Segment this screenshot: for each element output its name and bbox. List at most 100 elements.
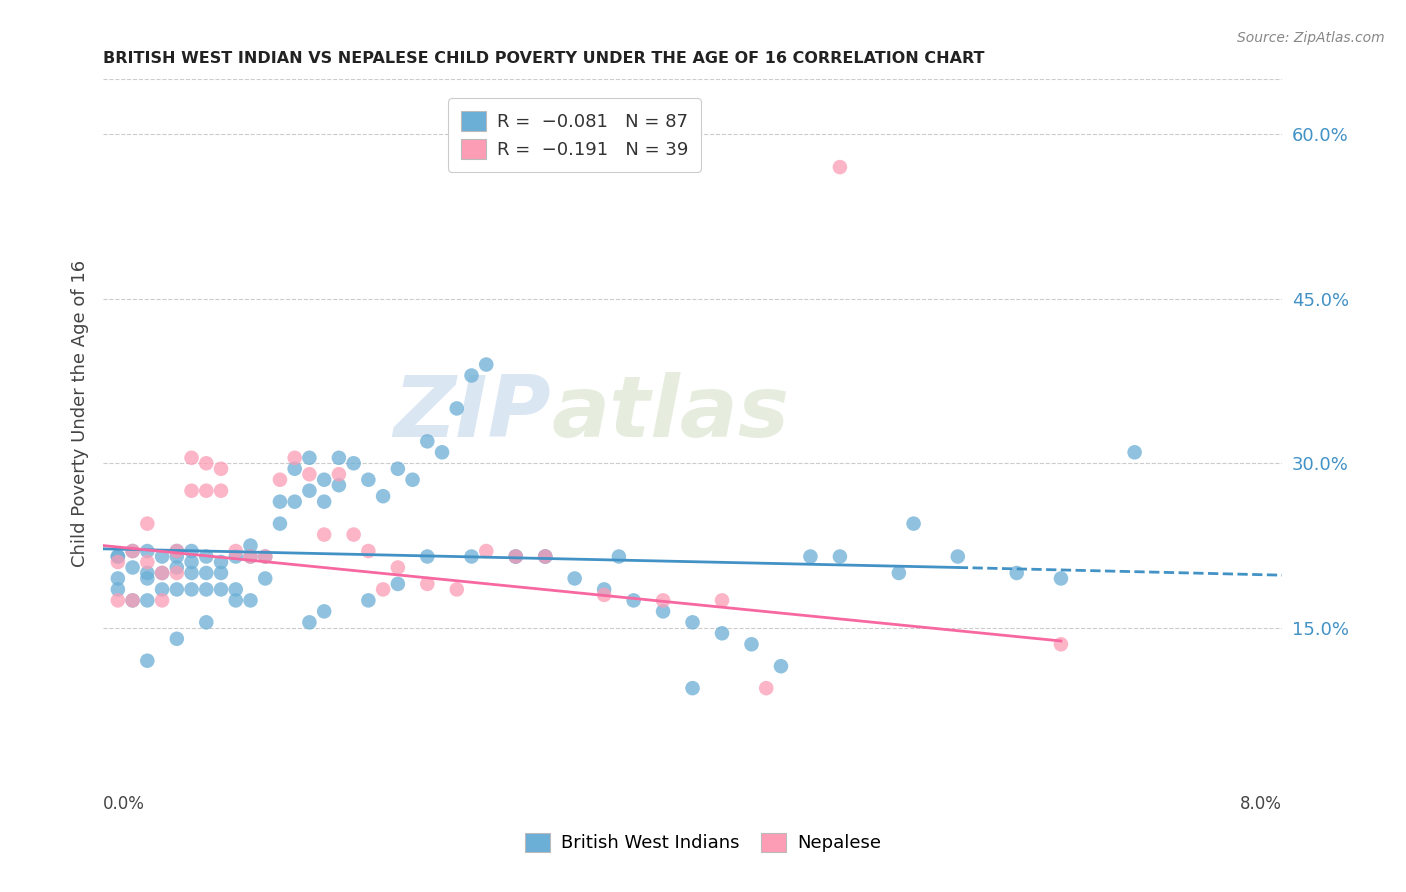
Point [298,615,321,630]
Point [534,549,557,564]
Point [1050,571,1073,585]
Point [416,577,439,591]
Point [1005,566,1028,580]
Point [269,494,291,508]
Point [209,555,232,569]
Point [225,582,247,597]
Point [887,566,910,580]
Point [828,160,851,174]
Point [180,544,202,558]
Point [136,571,159,585]
Point [534,549,557,564]
Point [107,571,129,585]
Point [239,549,262,564]
Point [284,494,307,508]
Point [180,450,202,465]
Point [136,566,159,580]
Point [314,527,336,541]
Point [371,489,394,503]
Point [180,582,202,597]
Point [121,544,143,558]
Point [107,593,129,607]
Point [328,450,350,465]
Point [166,566,188,580]
Point [343,456,366,470]
Point [607,549,630,564]
Point [107,555,129,569]
Point [225,593,247,607]
Point [652,604,675,618]
Text: atlas: atlas [551,373,789,456]
Point [166,544,188,558]
Point [416,549,439,564]
Point [357,593,380,607]
Point [166,544,188,558]
Point [387,560,409,574]
Point [166,560,188,574]
Point [150,549,173,564]
Text: ZIP: ZIP [394,373,551,456]
Point [769,659,792,673]
Point [166,632,188,646]
Point [740,637,762,651]
Point [755,681,778,695]
Point [1050,637,1073,651]
Point [357,473,380,487]
Point [446,401,468,416]
Point [534,549,557,564]
Point [401,473,423,487]
Point [328,467,350,482]
Point [180,566,202,580]
Point [269,473,291,487]
Point [195,615,218,630]
Point [430,445,453,459]
Point [136,516,159,531]
Point [195,566,218,580]
Point [121,593,143,607]
Point [269,516,291,531]
Point [593,588,616,602]
Text: 8.0%: 8.0% [1240,796,1282,814]
Point [150,593,173,607]
Point [314,604,336,618]
Point [136,654,159,668]
Point [446,582,468,597]
Y-axis label: Child Poverty Under the Age of 16: Child Poverty Under the Age of 16 [72,260,89,567]
Point [314,494,336,508]
Point [166,549,188,564]
Point [209,462,232,476]
Point [505,549,527,564]
Point [328,478,350,492]
Point [121,544,143,558]
Point [284,462,307,476]
Text: 0.0%: 0.0% [103,796,145,814]
Point [136,555,159,569]
Point [209,566,232,580]
Point [195,582,218,597]
Point [623,593,645,607]
Point [314,473,336,487]
Point [799,549,821,564]
Point [475,358,498,372]
Point [239,549,262,564]
Point [357,544,380,558]
Point [505,549,527,564]
Legend: British West Indians, Nepalese: British West Indians, Nepalese [512,820,894,865]
Point [416,434,439,449]
Point [387,462,409,476]
Point [195,549,218,564]
Point [150,566,173,580]
Point [828,549,851,564]
Point [652,593,675,607]
Point [946,549,969,564]
Point [107,549,129,564]
Point [195,456,218,470]
Point [682,681,704,695]
Point [166,582,188,597]
Point [239,593,262,607]
Point [107,582,129,597]
Point [298,450,321,465]
Point [298,483,321,498]
Point [387,577,409,591]
Legend: R =  −0.081   N = 87, R =  −0.191   N = 39: R = −0.081 N = 87, R = −0.191 N = 39 [449,98,702,171]
